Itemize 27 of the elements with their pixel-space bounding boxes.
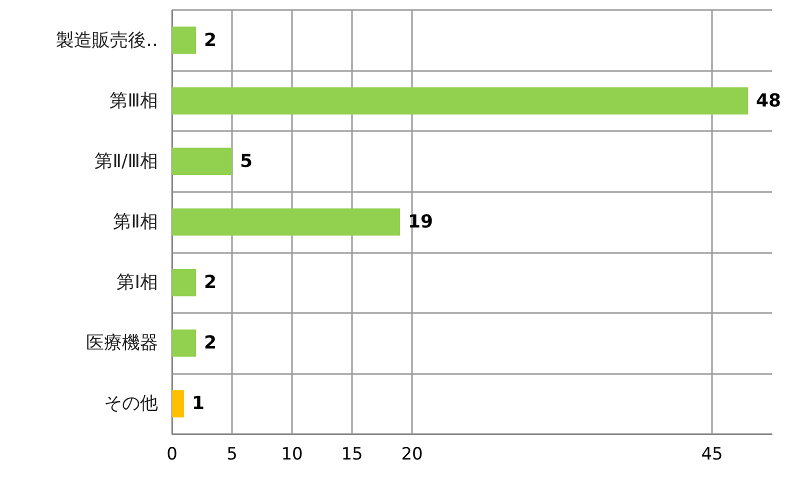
x-tick-label: 10 (281, 444, 303, 464)
x-tick-label: 0 (166, 444, 178, 464)
y-tick-label: 第Ⅱ相 (113, 212, 158, 232)
bar (172, 148, 232, 176)
data-label: 2 (204, 272, 217, 294)
data-label: 2 (204, 332, 217, 354)
y-tick-label: 第Ⅱ/Ⅲ相 (94, 150, 158, 172)
y-tick-label: その他 (104, 393, 158, 414)
y-tick-label: 製造販売後‥ (56, 30, 158, 51)
x-tick-label: 45 (701, 444, 723, 464)
x-tick-label: 20 (401, 444, 423, 464)
x-tick-label: 15 (341, 444, 363, 464)
data-label: 19 (408, 212, 434, 232)
data-label: 2 (204, 30, 217, 51)
bar (172, 268, 196, 296)
bar (172, 390, 184, 418)
bar (172, 87, 748, 114)
bar (172, 208, 400, 236)
y-tick-label: 医療機器 (86, 332, 158, 354)
bar (172, 26, 196, 54)
x-tick-label: 5 (226, 444, 238, 464)
bar (172, 330, 196, 357)
data-label: 48 (756, 90, 782, 112)
data-label: 1 (192, 393, 205, 414)
data-label: 5 (240, 150, 253, 172)
y-tick-label: 第Ⅲ相 (110, 90, 158, 112)
y-tick-label: 第Ⅰ相 (116, 272, 158, 294)
